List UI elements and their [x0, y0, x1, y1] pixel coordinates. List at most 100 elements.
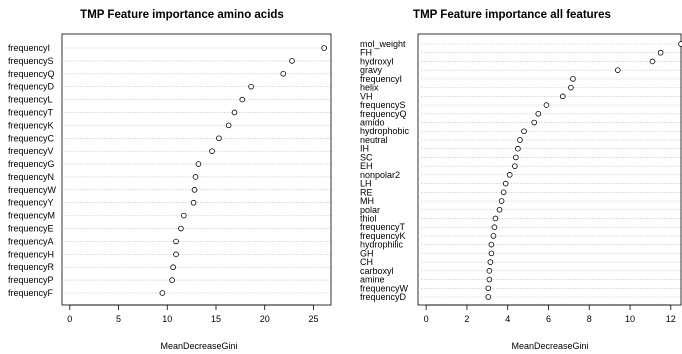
category-label-amino-acids: frequencyC — [8, 133, 55, 143]
category-label-amino-acids: frequencyY — [8, 198, 54, 208]
data-point-amino-acids — [159, 290, 166, 296]
category-label-all-features: carboxyl — [360, 266, 394, 276]
category-label-all-features: thiol — [360, 213, 377, 223]
category-label-amino-acids: frequencyW — [8, 185, 57, 195]
data-point-amino-acids — [173, 251, 179, 258]
chart-panel-all-features: TMP Feature importance all features Mean… — [360, 9, 682, 351]
category-label-all-features: CH — [360, 257, 373, 267]
data-point-amino-acids — [216, 135, 222, 142]
category-label-amino-acids: frequencyE — [8, 224, 54, 234]
data-point-all-features — [488, 241, 495, 248]
data-point-amino-acids — [239, 96, 246, 103]
category-label-all-features: neutral — [360, 135, 388, 145]
data-point-all-features — [492, 215, 499, 222]
category-label-all-features: helix — [360, 83, 379, 93]
category-label-amino-acids: frequencyL — [8, 95, 53, 105]
data-point-all-features — [491, 224, 498, 231]
category-label-all-features: frequencyQ — [360, 109, 407, 119]
data-point-all-features — [657, 49, 664, 56]
data-point-amino-acids — [181, 212, 187, 219]
category-label-amino-acids: frequencyP — [8, 275, 54, 285]
category-label-all-features: hydrophobic — [360, 126, 410, 136]
data-point-all-features — [543, 102, 550, 108]
data-point-all-features — [559, 93, 566, 100]
x-tick-label-all-features: 10 — [625, 314, 635, 324]
category-label-amino-acids: frequencyR — [8, 262, 55, 272]
data-point-all-features — [531, 119, 538, 126]
category-label-all-features: frequencyK — [360, 231, 406, 241]
data-point-amino-acids — [192, 174, 199, 180]
data-point-amino-acids — [289, 58, 295, 64]
data-point-amino-acids — [191, 187, 198, 193]
category-label-all-features: amine — [360, 275, 385, 285]
chart-panel-amino-acids: TMP Feature importance amino acids MeanD… — [8, 9, 332, 351]
x-tick-label-all-features: 2 — [464, 314, 469, 324]
category-label-all-features: IH — [360, 144, 369, 154]
category-label-amino-acids: frequencyF — [8, 288, 54, 298]
data-point-all-features — [568, 84, 574, 91]
category-label-all-features: hydroxyl — [360, 56, 394, 66]
data-point-all-features — [513, 154, 519, 161]
data-point-amino-acids — [173, 238, 179, 245]
category-label-all-features: frequencyW — [360, 283, 409, 293]
category-label-amino-acids: frequencyT — [8, 107, 54, 117]
data-point-all-features — [515, 145, 521, 152]
x-tick-label-all-features: 6 — [546, 314, 551, 324]
category-label-all-features: frequencyS — [360, 100, 406, 110]
data-point-amino-acids — [190, 199, 197, 206]
category-label-amino-acids: frequencyG — [8, 159, 55, 169]
data-point-all-features — [535, 110, 542, 117]
category-label-amino-acids: frequencyD — [8, 82, 55, 92]
data-point-amino-acids — [170, 264, 176, 271]
data-point-all-features — [678, 41, 682, 47]
data-point-all-features — [512, 163, 518, 169]
category-label-amino-acids: frequencyK — [8, 120, 54, 130]
data-point-all-features — [502, 180, 509, 187]
x-axis-label-all-features: MeanDecreaseGini — [511, 341, 588, 351]
category-label-amino-acids: frequencyQ — [8, 69, 55, 79]
category-label-all-features: hydrophilic — [360, 240, 404, 250]
x-tick-label-amino-acids: 25 — [308, 314, 318, 324]
category-label-all-features: GH — [360, 248, 374, 258]
data-point-all-features — [487, 259, 494, 265]
data-point-all-features — [517, 137, 523, 143]
category-label-all-features: EH — [360, 161, 373, 171]
category-label-amino-acids: frequencyA — [8, 236, 54, 246]
category-label-all-features: LH — [360, 179, 372, 189]
data-point-all-features — [498, 198, 505, 204]
data-point-amino-acids — [225, 122, 232, 129]
data-point-all-features — [614, 67, 621, 73]
category-label-all-features: polar — [360, 205, 380, 215]
data-point-all-features — [485, 294, 492, 300]
category-label-all-features: frequencyT — [360, 222, 406, 232]
plot-frame-all-features — [417, 33, 682, 306]
category-label-all-features: frequencyI — [360, 74, 402, 84]
data-point-all-features — [486, 276, 493, 283]
data-point-all-features — [506, 172, 513, 178]
x-axis-label-amino-acids: MeanDecreaseGini — [160, 341, 237, 351]
category-label-amino-acids: frequencyI — [8, 43, 50, 53]
data-point-all-features — [521, 128, 527, 135]
category-label-amino-acids: frequencyN — [8, 172, 54, 182]
x-tick-label-amino-acids: 20 — [260, 314, 270, 324]
category-label-amino-acids: frequencyS — [8, 56, 54, 66]
data-point-amino-acids — [178, 225, 184, 232]
data-point-amino-acids — [209, 148, 215, 154]
category-label-all-features: mol_weight — [360, 39, 406, 49]
data-point-all-features — [488, 250, 495, 257]
x-tick-label-amino-acids: 0 — [67, 314, 72, 324]
x-tick-label-all-features: 4 — [505, 314, 510, 324]
category-label-all-features: SC — [360, 152, 373, 162]
data-point-all-features — [490, 233, 497, 239]
category-label-all-features: amido — [360, 118, 385, 128]
data-point-all-features — [486, 268, 493, 274]
category-label-amino-acids: frequencyM — [8, 211, 55, 221]
x-tick-label-amino-acids: 10 — [162, 314, 172, 324]
data-point-amino-acids — [169, 277, 175, 283]
x-tick-label-amino-acids: 5 — [116, 314, 121, 324]
data-point-all-features — [500, 189, 507, 196]
category-label-all-features: VH — [360, 91, 373, 101]
category-label-all-features: gravy — [360, 65, 383, 75]
category-label-all-features: frequencyD — [360, 292, 407, 302]
